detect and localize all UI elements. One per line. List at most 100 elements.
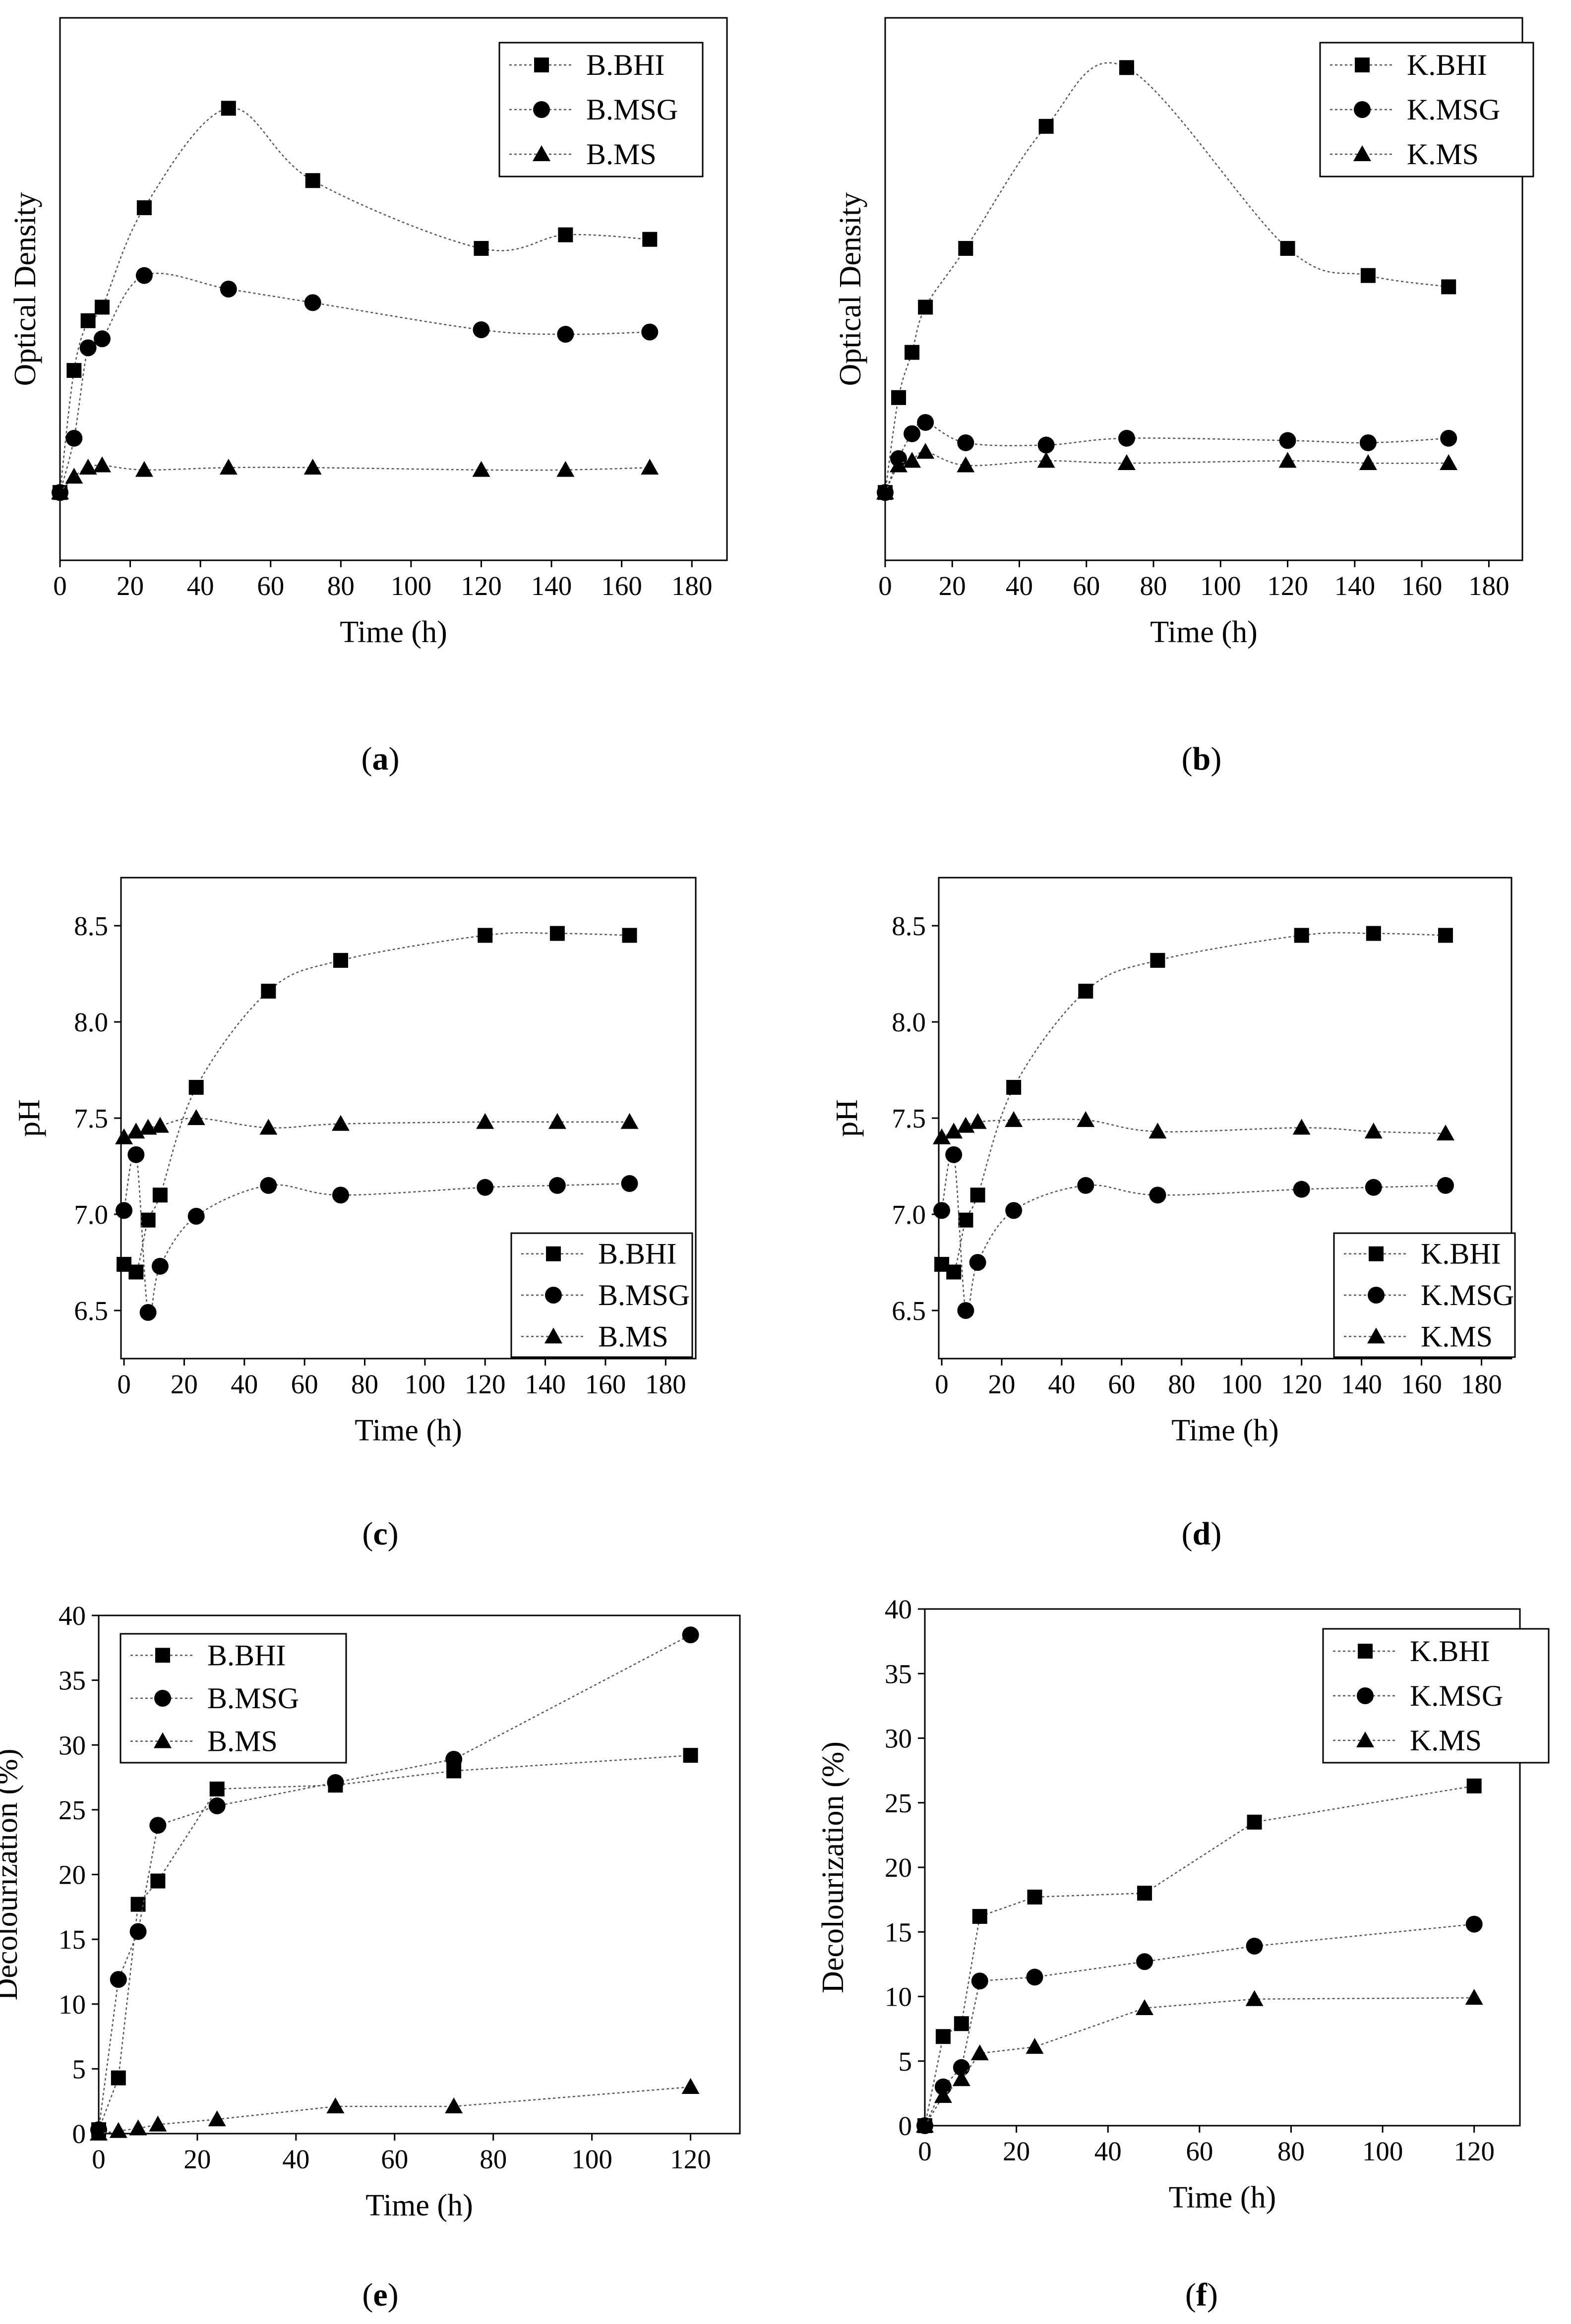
x-tick-label: 100 xyxy=(1362,2136,1403,2166)
x-axis-title: Time (h) xyxy=(1169,2181,1276,2214)
data-point-square xyxy=(66,363,82,378)
data-point-square xyxy=(891,390,906,405)
data-point-triangle xyxy=(90,2125,108,2141)
y-tick-label: 7.0 xyxy=(74,1199,108,1230)
chart-panel-b: 0 20 40 60 80 100 120 140 160 180 Time (h) Optical … xyxy=(834,17,1534,777)
legend-marker-triangle xyxy=(544,1327,562,1344)
legend-label: K.MSG xyxy=(1410,1679,1503,1712)
data-point-triangle xyxy=(109,2122,127,2138)
series-line-k-bhi xyxy=(941,932,1446,1275)
data-point-square xyxy=(972,1908,987,1924)
data-point-circle xyxy=(945,1146,963,1163)
data-point-triangle xyxy=(1136,1999,1154,2015)
x-tick-label: 60 xyxy=(257,571,284,601)
data-point-circle xyxy=(332,1187,349,1204)
data-point-circle xyxy=(149,1817,167,1834)
y-tick-label: 30 xyxy=(59,1730,86,1760)
data-point-square xyxy=(1006,1079,1022,1095)
data-point-triangle xyxy=(1278,452,1297,468)
legend-label: K.MSG xyxy=(1407,93,1500,126)
y-tick-label: 6.5 xyxy=(892,1296,926,1326)
y-tick-label: 8.0 xyxy=(74,1007,108,1037)
data-point-triangle xyxy=(149,2115,167,2132)
x-tick-label: 120 xyxy=(1281,1369,1322,1399)
x-axis-title: Time (h) xyxy=(340,615,447,649)
data-point-circle xyxy=(934,2078,952,2095)
legend-label: K.MSG xyxy=(1421,1279,1514,1311)
y-tick-label: 35 xyxy=(59,1666,86,1696)
data-point-square xyxy=(1280,240,1295,256)
data-point-circle xyxy=(1118,429,1135,447)
plot-frame xyxy=(884,17,1523,561)
data-point-square xyxy=(1438,928,1453,943)
x-tick-label: 140 xyxy=(531,571,572,601)
data-point-triangle xyxy=(445,2097,463,2114)
data-point-square xyxy=(140,1212,156,1228)
data-point-circle xyxy=(548,1177,566,1194)
data-point-triangle xyxy=(326,2097,345,2114)
y-tick-label: 15 xyxy=(59,1924,86,1955)
x-tick-label: 20 xyxy=(988,1369,1015,1399)
data-point-circle xyxy=(1293,1181,1310,1198)
x-tick-label: 40 xyxy=(282,2144,309,2174)
data-point-square xyxy=(188,1079,204,1095)
data-point-circle xyxy=(220,281,237,298)
data-point-square xyxy=(209,1782,225,1797)
data-point-square xyxy=(622,928,637,943)
legend-marker-triangle xyxy=(154,1732,172,1748)
legend-marker-circle xyxy=(154,1690,171,1707)
legend-marker-triangle xyxy=(1367,1327,1385,1344)
legend-label: B.MS xyxy=(586,138,657,171)
data-point-circle xyxy=(1246,1937,1263,1955)
legend-marker-circle xyxy=(533,101,550,118)
data-point-circle xyxy=(917,414,934,431)
data-point-circle xyxy=(1440,429,1457,447)
data-point-triangle xyxy=(151,1117,169,1133)
panel-caption: (a) xyxy=(362,741,400,777)
data-point-triangle xyxy=(916,2117,934,2133)
data-point-circle xyxy=(933,1202,951,1219)
series-line-k-msg xyxy=(924,1923,1474,2126)
y-tick-label: 15 xyxy=(885,1917,912,1947)
x-tick-label: 180 xyxy=(645,1369,686,1399)
data-point-triangle xyxy=(620,1113,639,1129)
legend-marker-square xyxy=(155,1648,170,1663)
legend-marker-triangle xyxy=(533,145,550,161)
data-point-square xyxy=(1027,1889,1042,1905)
x-tick-label: 0 xyxy=(92,2144,106,2174)
panel-caption: (d) xyxy=(1182,1516,1222,1552)
y-tick-label: 20 xyxy=(885,1852,912,1883)
data-point-square xyxy=(954,2016,969,2031)
panel-caption: (e) xyxy=(362,2277,398,2313)
legend-marker-square xyxy=(546,1246,561,1261)
x-tick-label: 180 xyxy=(1461,1369,1502,1399)
x-tick-label: 80 xyxy=(1168,1369,1195,1399)
x-tick-label: 20 xyxy=(1003,2136,1030,2166)
data-point-circle xyxy=(1149,1187,1166,1204)
y-tick-label: 10 xyxy=(59,1989,86,2020)
legend-label: K.MS xyxy=(1421,1320,1493,1353)
plot-frame xyxy=(59,17,728,561)
series-line-b-bhi xyxy=(98,1754,691,2130)
data-point-square xyxy=(970,1188,985,1203)
y-tick-label: 6.5 xyxy=(74,1296,108,1326)
x-tick-label: 120 xyxy=(461,571,502,601)
data-point-square xyxy=(261,983,276,999)
data-point-circle xyxy=(1279,432,1296,449)
x-axis-title: Time (h) xyxy=(365,2189,473,2222)
data-point-circle xyxy=(116,1202,133,1219)
data-point-circle xyxy=(93,330,111,348)
data-point-square xyxy=(549,926,565,941)
data-point-square xyxy=(935,2029,951,2044)
data-point-square xyxy=(958,240,973,256)
x-tick-label: 80 xyxy=(351,1369,378,1399)
legend-label: B.BHI xyxy=(207,1639,286,1671)
data-point-triangle xyxy=(957,456,975,473)
y-tick-label: 5 xyxy=(72,2054,86,2084)
data-point-circle xyxy=(260,1177,277,1194)
data-point-triangle xyxy=(1359,454,1377,470)
y-tick-label: 0 xyxy=(72,2119,86,2149)
data-point-triangle xyxy=(970,2044,989,2061)
legend-label: B.BHI xyxy=(586,49,665,81)
